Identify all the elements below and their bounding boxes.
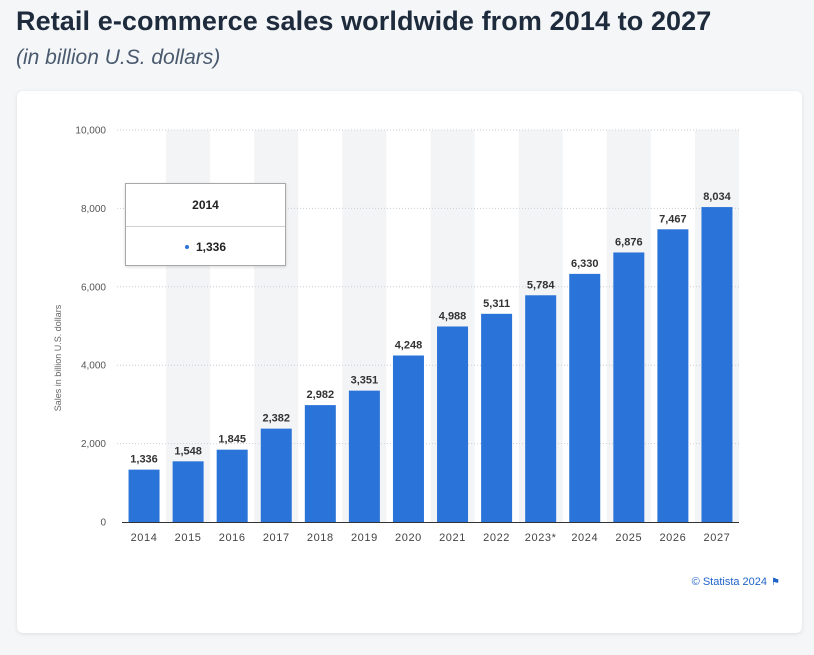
x-tick-label: 2024 [571, 532, 598, 544]
page-subtitle: (in billion U.S. dollars) [16, 46, 221, 69]
x-tick-label: 2022 [483, 532, 510, 544]
x-axis-ticks: 2014 2015 2016 2017 2018 2019 2020 2021 2022 2023… [131, 532, 731, 544]
bar-2015[interactable] [172, 461, 204, 522]
bar-2023*[interactable] [525, 295, 557, 522]
bar-2016[interactable] [216, 449, 248, 522]
bar-2014[interactable] [128, 469, 160, 522]
chart-card: 0 2,000 4,000 6,000 8,000 10,000 1,336 1,548 1,… [17, 91, 802, 633]
x-tick-label: 2016 [219, 532, 246, 544]
data-label-2023*: 5,784 [527, 279, 555, 291]
y-tick-label: 6,000 [81, 282, 106, 293]
statista-credit[interactable]: © Statista 2024 ⚑ [692, 576, 780, 588]
bar-2024[interactable] [569, 273, 601, 522]
bar-2020[interactable] [392, 355, 424, 522]
data-label-2024: 6,330 [571, 258, 599, 270]
x-tick-label: 2019 [351, 532, 378, 544]
data-label-2020: 4,248 [395, 339, 423, 351]
x-tick-label: 2017 [263, 532, 290, 544]
flag-icon[interactable]: ⚑ [771, 577, 780, 588]
data-label-2019: 3,351 [351, 375, 379, 387]
bar-2019[interactable] [348, 390, 380, 522]
bar-2017[interactable] [260, 428, 292, 522]
tooltip-category: 2014 [126, 184, 285, 227]
bar-2022[interactable] [481, 313, 513, 522]
y-tick-label: 0 [100, 518, 106, 529]
data-label-2014: 1,336 [130, 454, 158, 466]
data-label-2021: 4,988 [439, 310, 467, 322]
x-tick-label: 2014 [131, 532, 158, 544]
x-tick-label: 2021 [439, 532, 466, 544]
y-tick-label: 2,000 [81, 439, 106, 450]
bar-2026[interactable] [657, 229, 689, 523]
credit-text[interactable]: © Statista 2024 [691, 576, 768, 588]
x-tick-label: 2026 [659, 532, 686, 544]
data-label-2015: 1,548 [174, 445, 202, 457]
tooltip-value: 1,336 [195, 240, 227, 254]
series-dot-icon [184, 244, 189, 249]
data-label-2018: 2,982 [307, 389, 335, 401]
y-axis-ticks: 0 2,000 4,000 6,000 8,000 10,000 [75, 126, 106, 529]
y-tick-label: 8,000 [81, 204, 106, 215]
data-label-2027: 8,034 [703, 191, 731, 203]
x-tick-label: 2027 [704, 532, 731, 544]
y-tick-label: 10,000 [75, 126, 106, 137]
bars [128, 207, 733, 523]
tooltip-value-row: 1,336 [126, 227, 285, 267]
x-tick-label: 2020 [395, 532, 422, 544]
data-label-2017: 2,382 [262, 413, 290, 425]
x-tick-label: 2018 [307, 532, 334, 544]
x-tick-label: 2015 [175, 532, 202, 544]
data-label-2026: 7,467 [659, 213, 687, 225]
bar-2018[interactable] [304, 405, 336, 522]
data-label-2022: 5,311 [483, 298, 510, 310]
data-labels: 1,336 1,548 1,845 2,382 2,982 3,351 4,248 4,988… [130, 191, 731, 466]
data-label-2025: 6,876 [615, 236, 643, 248]
page-title: Retail e-commerce sales worldwide from 2… [16, 6, 712, 36]
bar-2027[interactable] [701, 207, 733, 522]
bar-2025[interactable] [613, 252, 645, 522]
y-tick-label: 4,000 [81, 361, 106, 372]
data-label-2016: 1,845 [218, 434, 246, 446]
x-tick-label: 2025 [615, 532, 642, 544]
bar-tooltip: 2014 1,336 [125, 183, 286, 266]
y-axis-title: Sales in billion U.S. dollars [53, 304, 63, 411]
x-tick-label: 2023* [525, 532, 557, 544]
bar-2021[interactable] [437, 326, 469, 522]
